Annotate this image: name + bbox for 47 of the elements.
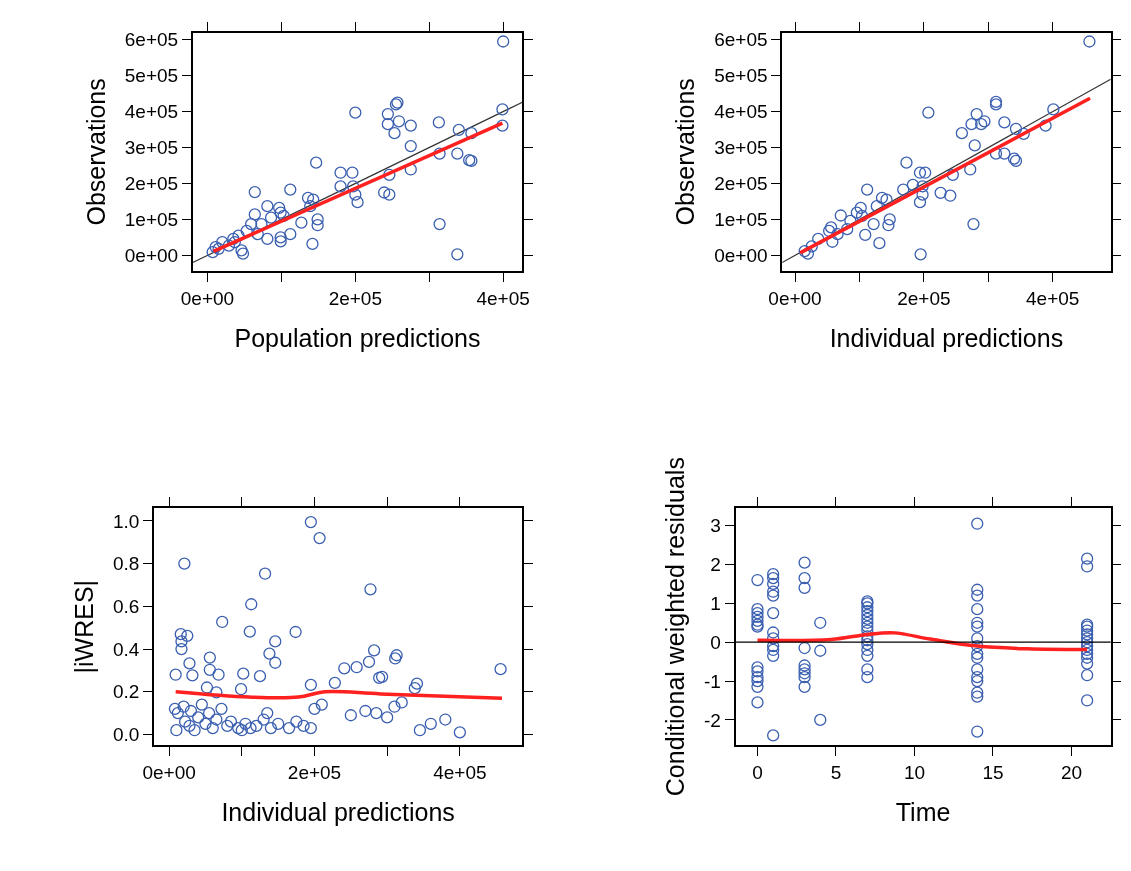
- y-tick-label: 2e+05: [124, 173, 179, 195]
- x-tick-label: 0e+00: [142, 761, 196, 783]
- y-tick-label: 2e+05: [714, 173, 768, 195]
- y-tick-label: 1: [710, 593, 721, 614]
- x-tick-label: 0e+00: [768, 287, 822, 309]
- x-tick-label: 0e+00: [180, 287, 235, 309]
- y-tick-label: 1e+05: [714, 209, 768, 231]
- x-axis-title: Individual predictions: [829, 324, 1064, 353]
- y-tick-label: 0: [710, 631, 721, 653]
- y-tick-label: 0e+00: [124, 245, 179, 267]
- x-axis-title: Time: [895, 798, 951, 827]
- y-tick-label: 0.6: [112, 596, 140, 618]
- y-axis-title: Observations: [82, 78, 111, 226]
- x-tick-label: 10: [903, 761, 926, 783]
- y-tick-label: -1: [704, 670, 721, 692]
- y-tick-label: 4e+05: [714, 101, 768, 123]
- y-tick-label: 0e+00: [714, 245, 768, 267]
- y-tick-label: 0.2: [112, 681, 140, 703]
- y-tick-label: 3e+05: [714, 137, 768, 159]
- y-tick-label: 4e+05: [124, 101, 179, 123]
- x-tick-label: 2e+05: [287, 761, 342, 783]
- x-tick-label: 4e+05: [433, 761, 487, 783]
- y-axis-title: Conditional weighted residuals: [661, 457, 690, 797]
- x-tick-label: 4e+05: [1026, 287, 1080, 309]
- y-tick-label: 1.0: [112, 510, 140, 532]
- x-axis-title: Individual predictions: [221, 798, 455, 827]
- y-tick-label: 1e+05: [124, 209, 179, 231]
- y-tick-label: 5e+05: [714, 65, 768, 87]
- y-tick-label: 3: [710, 515, 721, 537]
- y-tick-label: 0.4: [112, 638, 140, 660]
- y-tick-label: 0.8: [112, 553, 140, 575]
- x-tick-label: 15: [982, 761, 1004, 783]
- y-tick-label: 3e+05: [124, 137, 179, 159]
- x-tick-label: 4e+05: [476, 287, 530, 309]
- x-tick-label: 2e+05: [328, 287, 383, 309]
- y-tick-label: 6e+05: [124, 29, 179, 51]
- y-tick-label: 0.0: [112, 724, 140, 746]
- y-tick-label: 2: [710, 554, 721, 576]
- y-tick-label: 6e+05: [714, 29, 768, 51]
- y-axis-title: |iWRES|: [70, 579, 99, 674]
- x-tick-label: 5: [830, 761, 842, 783]
- y-axis-title: Observations: [671, 78, 700, 226]
- x-tick-label: 20: [1060, 761, 1083, 783]
- x-tick-label: 2e+05: [897, 287, 951, 309]
- y-tick-label: -2: [704, 709, 721, 731]
- x-axis-title: Population predictions: [234, 324, 481, 353]
- y-tick-label: 5e+05: [124, 65, 179, 87]
